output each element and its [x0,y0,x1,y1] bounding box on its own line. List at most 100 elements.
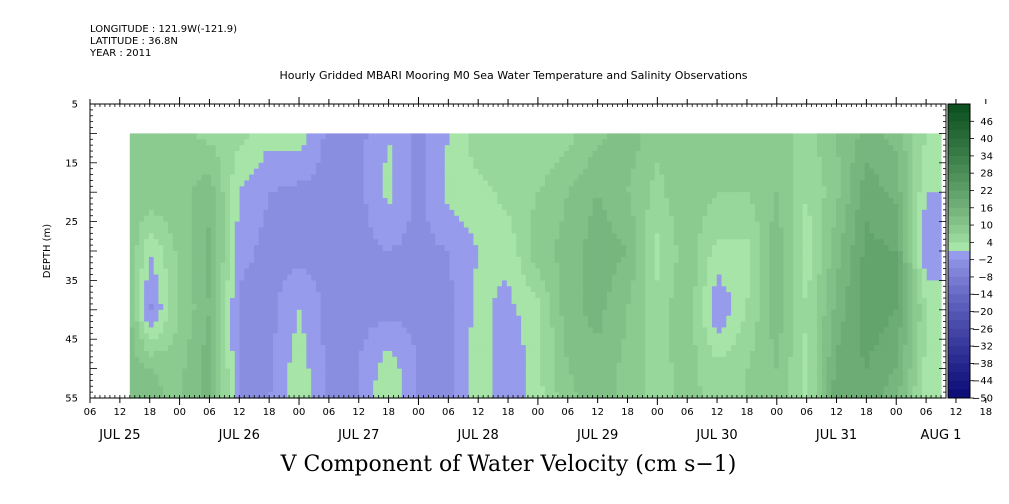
heatmap-cell [502,315,508,323]
heatmap-cell [626,215,632,223]
heatmap-cell [201,274,207,281]
heatmap-cell [368,186,374,193]
heatmap-cell [425,268,432,276]
heatmap-cell [516,368,522,376]
heatmap-cell [363,350,369,358]
heatmap-cell [516,345,522,352]
heatmap-cell [296,256,303,264]
heatmap-cell [649,380,656,387]
heatmap-cell [564,209,570,217]
heatmap-cell [330,386,336,393]
heatmap-cell [435,145,441,152]
heatmap-cell [244,233,250,240]
heatmap-cell [134,180,140,187]
heatmap-cell [239,368,245,376]
heatmap-cell [506,180,513,187]
heatmap-cell [301,356,307,364]
heatmap-cell [535,374,541,381]
heatmap-cell [454,209,460,217]
heatmap-cell [339,251,346,258]
heatmap-cell [397,151,403,158]
heatmap-cell [397,203,403,211]
heatmap-cell [401,198,408,205]
heatmap-cell [354,174,360,182]
heatmap-cell [335,386,341,393]
heatmap-cell [239,292,245,299]
heatmap-cell [406,221,412,229]
heatmap-cell [306,192,312,199]
heatmap-cell [187,380,193,387]
heatmap-cell [630,174,637,182]
heatmap-cell [153,233,160,240]
heatmap-cell [459,245,465,252]
heatmap-cell [177,180,183,187]
heatmap-cell [554,198,560,205]
heatmap-cell [454,333,460,340]
heatmap-cell [363,298,369,305]
heatmap-cell [191,192,198,199]
heatmap-cell [592,262,599,270]
heatmap-cell [220,262,226,270]
heatmap-cell [144,339,150,346]
heatmap-cell [592,380,599,387]
heatmap-cell [191,251,198,258]
heatmap-cell [607,168,613,176]
heatmap-cell [230,268,236,276]
heatmap-cell [258,280,265,287]
heatmap-cell [573,386,579,393]
heatmap-cell [263,156,269,164]
heatmap-cell [244,380,250,387]
heatmap-cell [559,180,565,187]
heatmap-cell [411,368,417,376]
heatmap-cell [258,168,265,176]
heatmap-cell [645,233,651,240]
heatmap-cell [368,203,374,211]
heatmap-cell [597,215,603,223]
heatmap-cell [230,251,236,258]
heatmap-cell [535,256,541,264]
heatmap-cell [392,374,398,381]
heatmap-cell [587,368,594,376]
heatmap-cell [583,221,589,229]
heatmap-cell [210,262,217,270]
heatmap-cell [525,333,532,340]
heatmap-cell [583,333,589,340]
heatmap-cell [272,374,279,381]
heatmap-cell [630,356,637,364]
heatmap-cell [502,362,508,370]
heatmap-cell [497,380,503,387]
heatmap-cell [525,145,532,152]
heatmap-cell [354,286,360,293]
heatmap-cell [607,251,613,258]
heatmap-cell [325,280,331,287]
heatmap-cell [215,280,222,287]
heatmap-cell [363,156,369,164]
heatmap-cell [559,215,565,223]
heatmap-cell [167,221,174,229]
heatmap-cell [134,392,140,399]
heatmap-cell [482,274,489,281]
heatmap-cell [335,186,341,193]
heatmap-cell [554,315,560,323]
heatmap-cell [435,251,441,258]
heatmap-cell [382,239,389,246]
heatmap-cell [210,203,217,211]
heatmap-cell [435,274,441,281]
heatmap-cell [296,239,303,246]
heatmap-cell [358,374,365,381]
heatmap-cell [487,180,494,187]
heatmap-cell [215,309,222,317]
heatmap-cell [392,251,398,258]
heatmap-cell [272,239,279,246]
heatmap-cell [616,286,622,293]
heatmap-cell [296,198,303,205]
heatmap-cell [521,251,527,258]
heatmap-cell [649,321,656,329]
heatmap-cell [134,215,140,223]
heatmap-cell [611,392,618,399]
heatmap-cell [607,239,613,246]
heatmap-cell [444,303,451,311]
heatmap-cell [397,145,403,152]
heatmap-cell [306,256,312,264]
heatmap-cell [292,380,298,387]
